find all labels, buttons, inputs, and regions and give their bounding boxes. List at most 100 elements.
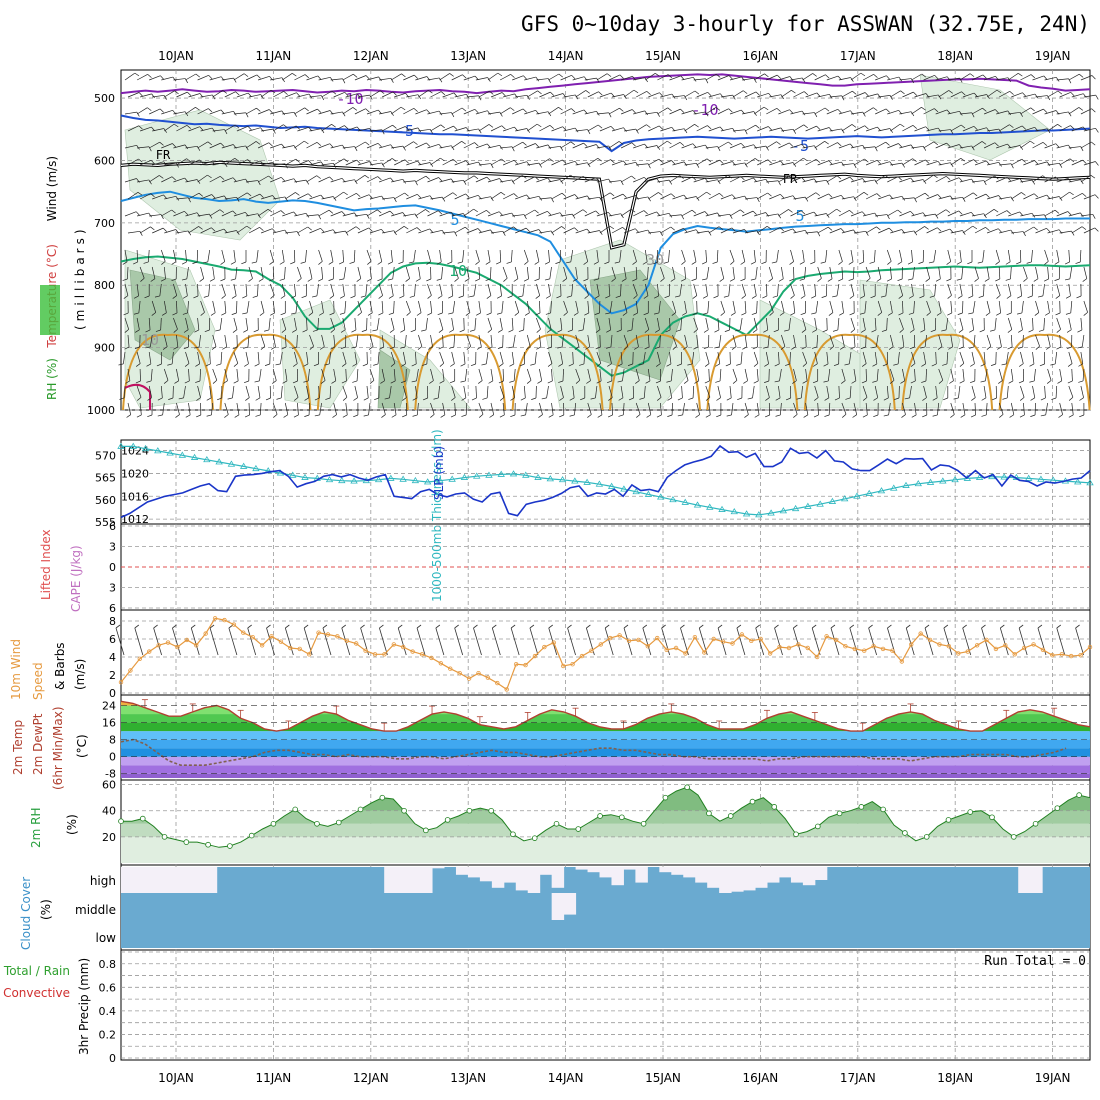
wind-barb-flag xyxy=(582,209,588,213)
wind-speed-point xyxy=(382,652,387,657)
wind-barb xyxy=(377,351,380,364)
date-label-top: 10JAN xyxy=(158,49,194,63)
wind-barb xyxy=(756,300,758,314)
wind-barb-flag xyxy=(659,92,664,97)
wind-barb-flag xyxy=(1043,108,1048,113)
wind-barb xyxy=(248,127,261,132)
wind-barb xyxy=(841,229,854,234)
wind-barb xyxy=(1083,94,1096,98)
wind-barb-flag xyxy=(811,295,816,299)
wind-barb xyxy=(645,178,657,183)
wind-barb-flag xyxy=(193,295,199,299)
wind-barb xyxy=(382,230,394,234)
wind-barb xyxy=(475,77,488,81)
pressure-tick: 600 xyxy=(94,154,115,167)
wind-barb xyxy=(1044,143,1056,149)
wind-barb-flag xyxy=(433,397,439,400)
wind-barb-flag xyxy=(1046,228,1051,233)
wind-barb xyxy=(390,249,393,262)
wind-barb xyxy=(611,160,624,166)
wind-barb-flag xyxy=(956,278,962,281)
wind-barb-flag xyxy=(302,329,308,333)
wind-barb xyxy=(209,76,222,81)
wind-barb xyxy=(620,385,624,398)
wind-barb xyxy=(221,249,226,262)
wind-barb-flag xyxy=(409,295,415,298)
wind-barb-flag xyxy=(1005,278,1011,281)
wind-barb xyxy=(393,368,396,381)
surface-wind-barb xyxy=(473,627,482,656)
rh2m-point xyxy=(139,815,146,822)
wind-barb xyxy=(705,351,710,364)
wind-barb-flag xyxy=(801,177,806,182)
wind-barb xyxy=(996,210,1008,217)
wind-barb-flag xyxy=(595,177,600,182)
wind-barb-flag xyxy=(388,312,394,315)
wind-barb xyxy=(200,94,213,98)
wind-barb-flag xyxy=(716,397,721,401)
wind-barb xyxy=(485,351,489,364)
wind-barb-flag xyxy=(157,397,163,401)
wind-barb-flag xyxy=(510,74,515,78)
slp-tick: 1012 xyxy=(121,513,149,526)
wind-barb-flag xyxy=(1019,112,1023,117)
wind-barb-flag xyxy=(841,128,845,134)
wind-speed-point xyxy=(626,638,632,643)
surface-wind-barb-flag xyxy=(510,624,516,629)
wind-barb-flag xyxy=(833,363,839,367)
wind-barb xyxy=(757,92,769,98)
wind-ylabel-part: (m/s) xyxy=(73,659,87,690)
wind-barb-flag xyxy=(541,397,547,400)
wind-barb xyxy=(986,266,990,279)
wind-speed-point xyxy=(805,645,810,651)
wind-barb xyxy=(696,402,700,415)
wind-barb-flag xyxy=(950,414,955,418)
wind-barb xyxy=(890,195,903,200)
wind-barb-flag xyxy=(999,414,1004,418)
wind-barb xyxy=(442,402,446,415)
wind-speed-point xyxy=(655,635,660,641)
contour-label: FR xyxy=(783,172,798,186)
wind-barb-flag xyxy=(368,227,373,232)
wind-barb-flag xyxy=(151,93,155,99)
wind-barb-flag xyxy=(631,109,636,114)
wind-barb xyxy=(946,351,949,364)
wind-barb xyxy=(696,91,708,98)
wind-barb xyxy=(826,108,838,115)
wind-barb xyxy=(790,110,803,115)
wind-barb xyxy=(829,300,834,313)
wind-barb xyxy=(441,266,443,279)
wind-barb xyxy=(475,210,487,217)
wind-barb xyxy=(466,228,479,234)
wind-barb-flag xyxy=(726,397,732,401)
wind-barb xyxy=(261,128,274,132)
wind-barb-flag xyxy=(571,75,576,80)
wind-barb-flag xyxy=(772,295,778,298)
wind-barb xyxy=(309,334,314,347)
wind-barb-flag xyxy=(1076,295,1082,299)
wind-barb-flag xyxy=(390,363,396,367)
wind-barb xyxy=(959,178,972,183)
wind-barb xyxy=(890,123,901,132)
wind-barb xyxy=(418,300,422,313)
wind-barb-flag xyxy=(585,346,590,350)
wind-barb-flag xyxy=(985,227,990,231)
wind-barb-flag xyxy=(688,397,694,400)
wind-barb xyxy=(620,351,623,364)
wind-barb-flag xyxy=(998,128,1002,134)
wind-barb-flag xyxy=(487,346,493,350)
wind-barb-flag xyxy=(996,89,1002,94)
wind-barb xyxy=(729,142,742,149)
wind-barb-flag xyxy=(235,91,240,96)
wind-barb xyxy=(233,211,246,217)
wind-barb xyxy=(268,317,271,330)
wind-barb-flag xyxy=(524,261,529,265)
wind-barb-flag xyxy=(605,295,610,299)
wind-barb xyxy=(284,402,289,415)
wind-barb-flag xyxy=(460,363,466,367)
wind-barb xyxy=(935,176,947,183)
wind-barb-flag xyxy=(755,124,760,129)
wind-barb-flag xyxy=(380,380,385,384)
wind-barb xyxy=(200,300,205,313)
wind-barb xyxy=(369,266,372,279)
